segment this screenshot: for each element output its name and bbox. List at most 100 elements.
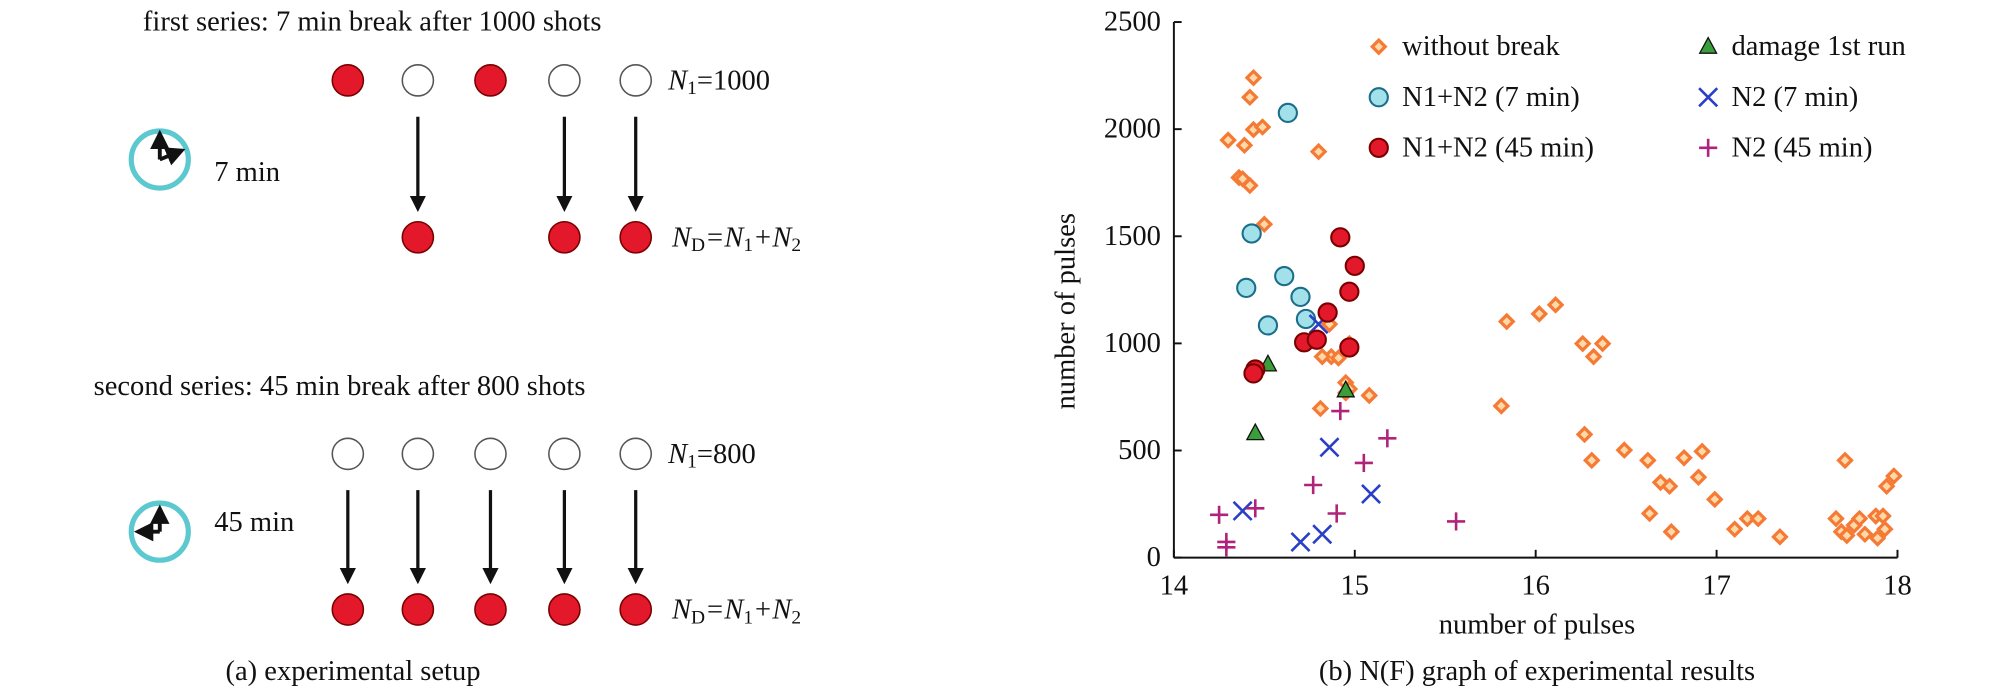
point	[1749, 509, 1767, 528]
point	[1582, 451, 1601, 470]
y-tick-label: 2000	[1104, 114, 1161, 145]
point	[1836, 451, 1854, 470]
point	[1210, 505, 1229, 524]
point	[1330, 227, 1351, 248]
legend-label: without break	[1402, 31, 1560, 62]
point	[1217, 538, 1236, 557]
point	[1245, 422, 1265, 441]
point	[1651, 473, 1670, 492]
shot	[401, 220, 435, 254]
label-part: =N	[705, 222, 745, 253]
label-part: +N	[753, 594, 793, 625]
point	[1584, 347, 1603, 366]
legend-label: N2 (7 min)	[1731, 82, 1858, 113]
label-part: 1	[743, 607, 753, 628]
point	[1675, 449, 1693, 467]
point	[1877, 477, 1896, 496]
shot	[619, 437, 653, 471]
y-tick-label: 1000	[1104, 328, 1161, 359]
point	[1660, 477, 1679, 496]
point	[1311, 399, 1330, 418]
point	[1277, 102, 1298, 123]
point	[1329, 349, 1348, 367]
label-part: =N	[705, 594, 745, 625]
point	[1615, 441, 1634, 459]
point	[1235, 136, 1254, 155]
series-title: first series: 7 min break after 1000 sho…	[143, 7, 602, 38]
series-title: second series: 45 min break after 800 sh…	[94, 371, 586, 402]
point	[1856, 525, 1874, 544]
point	[1546, 296, 1565, 314]
shot	[331, 64, 365, 97]
shot	[548, 64, 581, 97]
label-part: =800	[697, 438, 756, 469]
point	[1309, 142, 1328, 161]
point	[1662, 522, 1681, 541]
label-part: +N	[753, 222, 793, 253]
point	[1689, 468, 1708, 487]
point	[1327, 504, 1346, 523]
point	[1838, 526, 1856, 545]
point	[1313, 347, 1331, 366]
x-tick-label: 16	[1521, 571, 1550, 602]
point	[1241, 223, 1262, 244]
y-tick-label: 1500	[1104, 221, 1161, 252]
shot	[619, 220, 653, 254]
shot	[548, 593, 581, 626]
point	[1331, 402, 1350, 421]
x-tick-label: 17	[1702, 571, 1731, 602]
point	[1876, 520, 1894, 538]
y-tick-label: 0	[1147, 542, 1161, 573]
point	[1725, 520, 1744, 538]
shot	[474, 64, 507, 97]
break-label: 45 min	[214, 507, 294, 538]
shot	[331, 593, 365, 626]
point	[1241, 88, 1259, 107]
point	[1304, 475, 1323, 495]
x-axis-label: number of pulses	[1439, 610, 1635, 641]
break-label: 7 min	[214, 157, 280, 188]
legend-marker	[1368, 137, 1389, 158]
y-tick-label: 500	[1118, 435, 1161, 466]
point	[1705, 490, 1724, 509]
legend-label: N1+N2 (7 min)	[1402, 82, 1580, 113]
point	[1232, 500, 1253, 521]
point	[1336, 379, 1356, 398]
legend-marker	[1368, 87, 1389, 108]
point	[1339, 337, 1360, 358]
shot	[401, 437, 435, 471]
label-part: 1	[687, 78, 697, 99]
shot	[619, 64, 653, 97]
shot	[401, 64, 435, 97]
point	[1497, 312, 1516, 331]
label-part: N	[667, 65, 689, 96]
label-part: N	[671, 594, 693, 625]
legend-label: N2 (45 min)	[1731, 132, 1872, 163]
point	[1317, 302, 1338, 323]
label-part: N	[667, 438, 689, 469]
legend-marker	[1369, 37, 1388, 56]
label-part: 1	[743, 235, 753, 256]
point	[1640, 504, 1659, 523]
label-part: 2	[791, 607, 801, 628]
x-tick-label: 18	[1883, 571, 1912, 602]
point	[1241, 176, 1259, 195]
point	[1639, 451, 1657, 470]
point	[1575, 425, 1594, 444]
legend-label: N1+N2 (45 min)	[1402, 132, 1594, 163]
label: N1=800	[667, 438, 756, 472]
point	[1312, 524, 1333, 545]
label-part: =1000	[697, 65, 770, 96]
clock-icon	[128, 128, 191, 191]
point	[1530, 305, 1549, 323]
point	[1573, 334, 1592, 353]
label-part: 1	[687, 451, 697, 472]
point	[1693, 442, 1711, 461]
x-tick-label: 14	[1160, 571, 1189, 602]
point	[1593, 334, 1612, 353]
point	[1492, 397, 1511, 415]
shot	[619, 593, 653, 626]
point	[1360, 386, 1379, 405]
shot	[474, 437, 507, 471]
point	[1378, 429, 1397, 448]
